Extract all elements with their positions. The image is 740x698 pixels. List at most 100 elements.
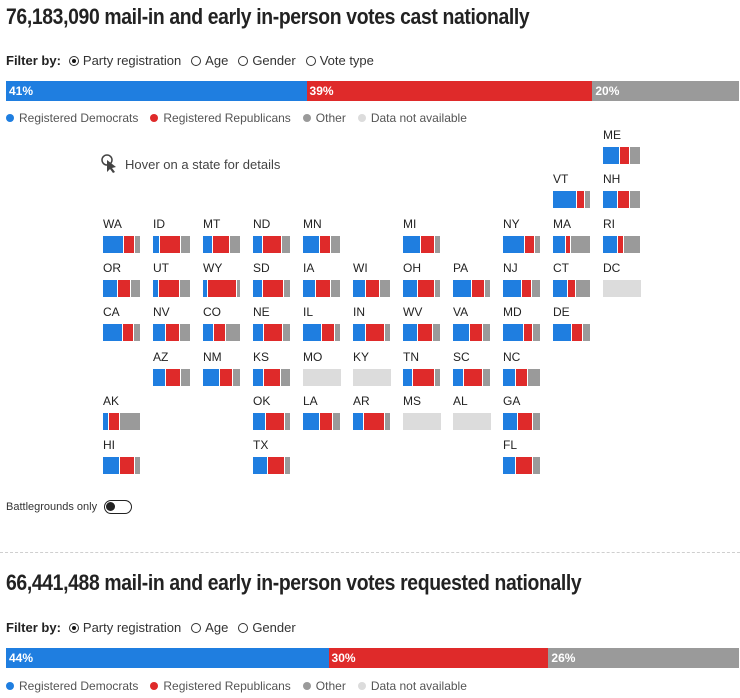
- state-code: WV: [403, 305, 423, 319]
- state-bar-other: [130, 280, 141, 297]
- state-bar: [503, 324, 541, 341]
- state-tile-ia[interactable]: IA: [303, 261, 343, 297]
- state-tile-nj[interactable]: NJ: [503, 261, 543, 297]
- state-bar-dem: [253, 413, 267, 430]
- state-tile-or[interactable]: OR: [103, 261, 143, 297]
- state-bar: [603, 191, 641, 208]
- state-bar: [553, 236, 591, 253]
- state-tile-id[interactable]: ID: [153, 217, 193, 253]
- state-tile-wi[interactable]: WI: [353, 261, 393, 297]
- state-tile-ma[interactable]: MA: [553, 217, 593, 253]
- state-tile-mi[interactable]: MI: [403, 217, 443, 253]
- state-code: DC: [603, 261, 621, 275]
- state-tile-ca[interactable]: CA: [103, 305, 143, 341]
- state-bar-other: [229, 236, 241, 253]
- state-bar-rep: [366, 280, 380, 297]
- state-bar-dem: [603, 147, 621, 164]
- state-bar-dem: [253, 280, 264, 297]
- state-tile-sc[interactable]: SC: [453, 350, 493, 386]
- state-tile-co[interactable]: CO: [203, 305, 243, 341]
- state-bar-na: [603, 280, 641, 297]
- state-tile-mn[interactable]: MN: [303, 217, 343, 253]
- filter-option-party-registration[interactable]: Party registration: [68, 53, 182, 68]
- state-tile-la[interactable]: LA: [303, 394, 343, 430]
- state-tile-hi[interactable]: HI: [103, 438, 143, 474]
- state-tile-mo[interactable]: MO: [303, 350, 343, 386]
- state-tile-ri[interactable]: RI: [603, 217, 643, 253]
- state-bar-rep: [264, 369, 282, 386]
- state-code: VA: [453, 305, 469, 319]
- state-tile-nv[interactable]: NV: [153, 305, 193, 341]
- filter-option-gender[interactable]: Gender: [238, 620, 296, 635]
- state-bar-other: [179, 280, 191, 297]
- state-tile-ky[interactable]: KY: [353, 350, 393, 386]
- state-tile-in[interactable]: IN: [353, 305, 393, 341]
- legend-requested: Registered Democrats Registered Republic…: [6, 679, 479, 693]
- state-bar-dem: [303, 413, 321, 430]
- state-tile-nh[interactable]: NH: [603, 172, 643, 208]
- state-tile-wa[interactable]: WA: [103, 217, 143, 253]
- section1-filter: Filter by: Party registration Age Gender Vo…: [6, 53, 384, 68]
- state-tile-vt[interactable]: VT: [553, 172, 593, 208]
- state-bar-other: [527, 369, 541, 386]
- state-tile-ct[interactable]: CT: [553, 261, 593, 297]
- state-bar-dem: [553, 280, 569, 297]
- state-tile-ne[interactable]: NE: [253, 305, 293, 341]
- section1-title: 76,183,090 mail-in and early in-person v…: [6, 4, 530, 29]
- state-tile-il[interactable]: IL: [303, 305, 343, 341]
- state-tile-nc[interactable]: NC: [503, 350, 543, 386]
- state-code: MT: [203, 217, 221, 231]
- state-tile-wv[interactable]: WV: [403, 305, 443, 341]
- state-tile-ny[interactable]: NY: [503, 217, 543, 253]
- state-tile-wy[interactable]: WY: [203, 261, 243, 297]
- state-tile-de[interactable]: DE: [553, 305, 593, 341]
- filter-option-gender[interactable]: Gender: [238, 53, 296, 68]
- state-tile-ga[interactable]: GA: [503, 394, 543, 430]
- state-tile-ok[interactable]: OK: [253, 394, 293, 430]
- state-bar: [103, 324, 141, 341]
- state-code: MS: [403, 394, 421, 408]
- state-bar-dem: [353, 413, 365, 430]
- state-tile-nd[interactable]: ND: [253, 217, 293, 253]
- state-bar-other: [533, 413, 541, 430]
- filter-option-party-registration[interactable]: Party registration: [68, 620, 181, 635]
- state-tile-ar[interactable]: AR: [353, 394, 393, 430]
- state-tile-ut[interactable]: UT: [153, 261, 193, 297]
- state-tile-fl[interactable]: FL: [503, 438, 543, 474]
- state-bar-other: [283, 324, 291, 341]
- state-tile-ms[interactable]: MS: [403, 394, 443, 430]
- state-tile-md[interactable]: MD: [503, 305, 543, 341]
- state-bar-rep: [207, 280, 238, 297]
- state-code: CO: [203, 305, 221, 319]
- state-tile-va[interactable]: VA: [453, 305, 493, 341]
- state-tile-pa[interactable]: PA: [453, 261, 493, 297]
- state-bar-rep: [472, 280, 486, 297]
- battlegrounds-toggle[interactable]: [104, 500, 133, 514]
- state-tile-ak[interactable]: AK: [103, 394, 143, 430]
- filter-option-vote-type[interactable]: Vote type: [305, 53, 374, 68]
- state-tile-me[interactable]: ME: [603, 128, 643, 164]
- state-tile-sd[interactable]: SD: [253, 261, 293, 297]
- state-bar-rep: [268, 457, 286, 474]
- filter-option-label: Party registration: [82, 53, 182, 68]
- state-tile-ks[interactable]: KS: [253, 350, 293, 386]
- state-tile-al[interactable]: AL: [453, 394, 493, 430]
- state-bar-rep: [525, 236, 536, 253]
- state-tile-az[interactable]: AZ: [153, 350, 193, 386]
- state-tile-oh[interactable]: OH: [403, 261, 443, 297]
- state-bar-dem: [303, 324, 322, 341]
- state-bar: [453, 280, 491, 297]
- filter-option-age[interactable]: Age: [191, 53, 228, 68]
- state-bar-other: [531, 280, 541, 297]
- state-bar-dem: [503, 324, 524, 341]
- state-tile-nm[interactable]: NM: [203, 350, 243, 386]
- state-code: IN: [353, 305, 365, 319]
- filter-option-age[interactable]: Age: [191, 620, 228, 635]
- state-tile-tx[interactable]: TX: [253, 438, 293, 474]
- state-bar-dem: [403, 280, 419, 297]
- state-tile-mt[interactable]: MT: [203, 217, 243, 253]
- state-tile-tn[interactable]: TN: [403, 350, 443, 386]
- state-bar: [203, 324, 241, 341]
- state-code: WI: [353, 261, 368, 275]
- state-tile-dc[interactable]: DC: [603, 261, 643, 297]
